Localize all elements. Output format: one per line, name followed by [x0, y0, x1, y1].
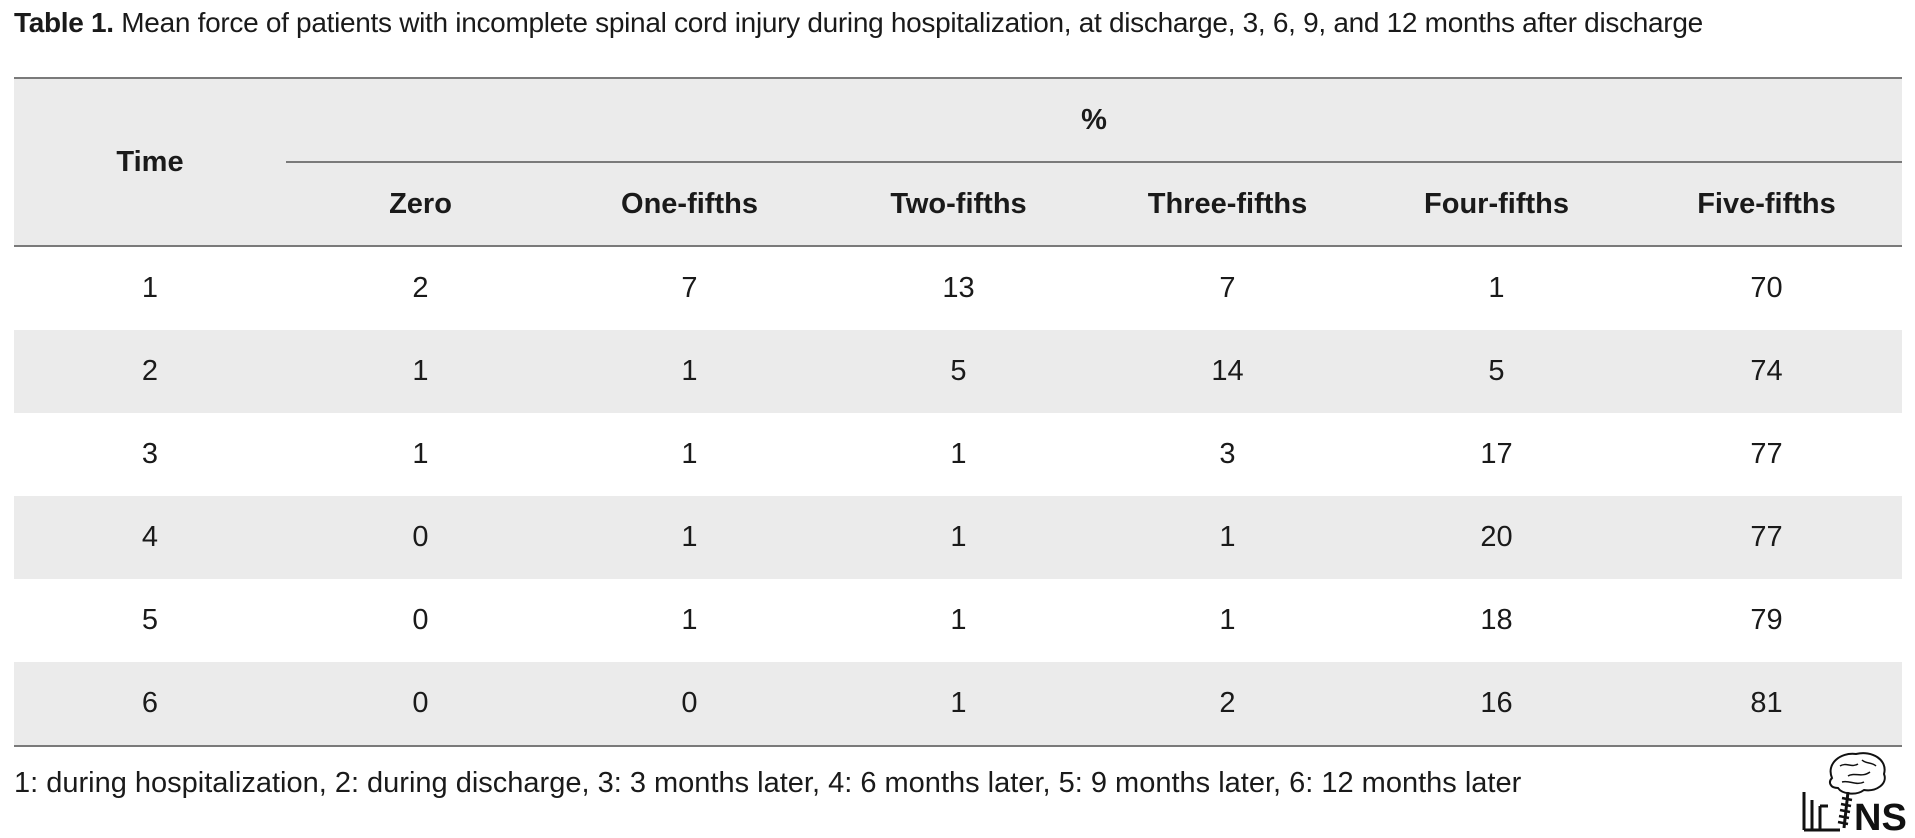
table-cell: 7: [681, 272, 698, 304]
table-cell: 2: [1093, 662, 1362, 746]
table-cell: 14: [1093, 330, 1362, 413]
column-header: Two-fifths: [824, 162, 1093, 246]
table-label: Table 1.: [14, 7, 114, 38]
table-cell: 70: [1750, 272, 1783, 304]
table-cell: 16: [1362, 662, 1631, 746]
table-cell: 1: [412, 438, 429, 470]
table-cell: 81: [1631, 662, 1903, 746]
table-cell: 1: [1093, 496, 1362, 579]
table-cell: 0: [412, 604, 429, 636]
table-cell: 1: [286, 330, 555, 413]
table-cell: 1: [950, 604, 967, 636]
table-title: Mean force of patients with incomplete s…: [113, 7, 1703, 38]
table-cell: 7: [1219, 272, 1236, 304]
table-cell: 79: [1750, 604, 1783, 636]
table-cell: 17: [1480, 438, 1513, 470]
brain-spine-logo-icon: NS: [1802, 752, 1907, 832]
data-table: Time % Zero One-fifths Two-fifths Three-…: [14, 77, 1903, 747]
column-header: One-fifths: [555, 162, 824, 246]
time-cell: 3: [141, 438, 159, 470]
table-row: 5 0 1 1 1 18 79: [14, 579, 1902, 662]
table-row: 4 0 1 1 1 20 77: [14, 496, 1903, 579]
table-cell: 1: [824, 496, 1093, 579]
table-cell: 1: [681, 604, 698, 636]
table-cell: 0: [555, 662, 824, 746]
table-row: 2 1 1 5 14 5 74: [14, 330, 1903, 413]
table-cell: 5: [824, 330, 1093, 413]
time-cell: 2: [14, 330, 286, 413]
table-cell: 77: [1631, 496, 1903, 579]
table-header: Time % Zero One-fifths Two-fifths Three-…: [14, 78, 1903, 246]
table-row: 6 0 0 1 2 16 81: [14, 662, 1903, 746]
table-cell: 1: [950, 438, 967, 470]
logo-text: NS: [1854, 797, 1907, 832]
time-cell: 4: [14, 496, 286, 579]
time-cell: 6: [14, 662, 286, 746]
table-caption: Table 1. Mean force of patients with inc…: [14, 6, 1909, 40]
table-cell: 74: [1631, 330, 1903, 413]
table-cell: 0: [286, 662, 555, 746]
time-cell: 1: [141, 272, 159, 304]
table-row: 3 1 1 1 3 17 77: [14, 413, 1902, 496]
table-body: 1 2 7 13 7 1 70 2 1 1 5 14 5 74 3 1 1 1 …: [14, 246, 1903, 746]
table-cell: 3: [1219, 438, 1236, 470]
table-cell: 20: [1362, 496, 1631, 579]
table-cell: 0: [286, 496, 555, 579]
table-cell: 1: [1488, 272, 1505, 304]
table-cell: 1: [681, 438, 698, 470]
time-cell: 5: [141, 604, 159, 636]
table-cell: 77: [1750, 438, 1783, 470]
column-header: Zero: [286, 162, 555, 246]
column-header: Four-fifths: [1362, 162, 1631, 246]
table-cell: 1: [1219, 604, 1236, 636]
table-footnote: 1: during hospitalization, 2: during dis…: [14, 767, 1522, 799]
table-cell: 18: [1480, 604, 1513, 636]
table-cell: 1: [555, 496, 824, 579]
time-column-header: Time: [14, 78, 286, 246]
table-cell: 5: [1362, 330, 1631, 413]
table-cell: 1: [824, 662, 1093, 746]
table-cell: 13: [942, 272, 975, 304]
table-cell: 1: [555, 330, 824, 413]
column-header: Five-fifths: [1631, 162, 1903, 246]
table-cell: 2: [412, 272, 429, 304]
table-row: 1 2 7 13 7 1 70: [14, 246, 1902, 330]
percent-group-header: %: [286, 78, 1903, 163]
column-header: Three-fifths: [1093, 162, 1362, 246]
